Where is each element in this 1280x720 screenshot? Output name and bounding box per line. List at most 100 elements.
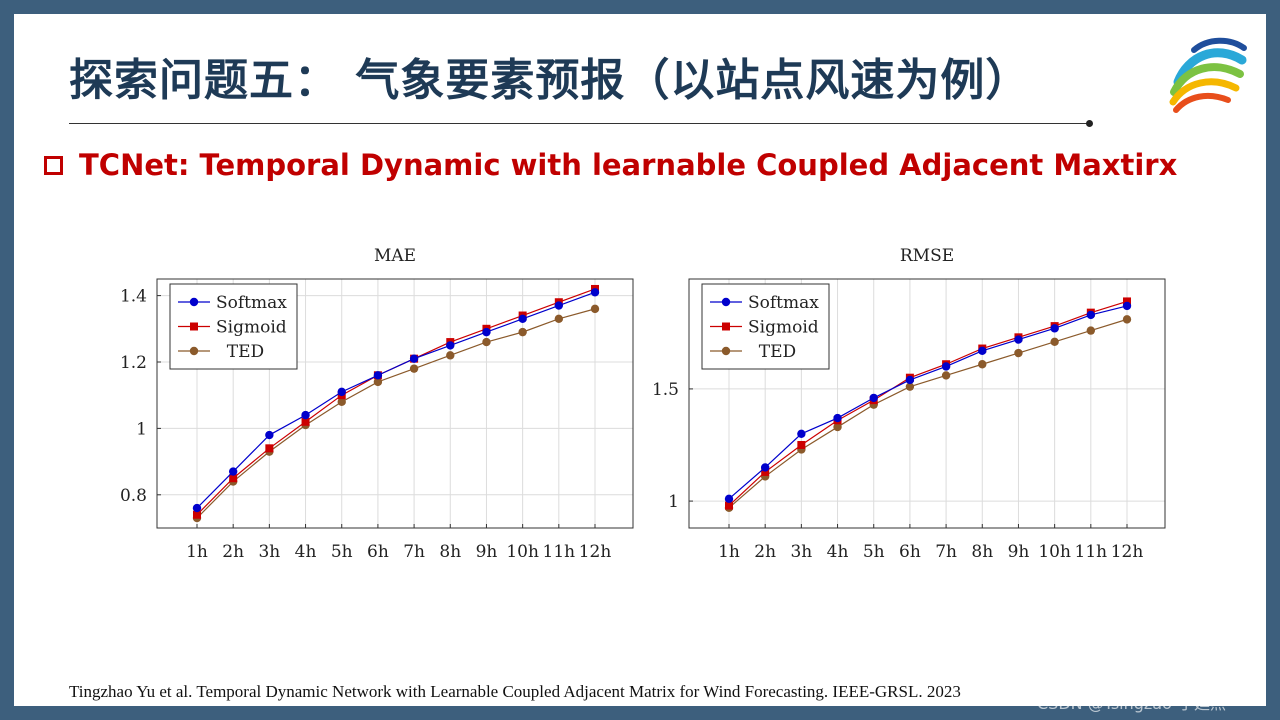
legend-marker-softmax [721,297,731,307]
x-tick-label: 2h [222,542,244,562]
data-point-softmax [409,354,419,363]
data-point-sigmoid [265,444,274,453]
chart-title: MAE [374,246,416,266]
data-point-softmax [941,362,951,371]
data-point-softmax [797,429,806,438]
x-tick-label: 4h [295,542,317,562]
data-point-softmax [1014,335,1023,344]
mae-svg: MAE 1h 2h 3h 4h 5h 6h 7h 8h 9h 10h 11h 12h 0.8 1 1.2 1.4… [120,246,634,562]
data-point-softmax [724,494,734,504]
x-tick-label: 9h [476,542,498,562]
x-tick-label: 12h [1111,542,1144,562]
title-divider [69,123,1089,124]
data-point-softmax [833,413,842,423]
data-point-sigmoid [725,501,733,510]
data-point-sigmoid [229,474,238,483]
legend-label-ted: TED [748,342,796,362]
x-tick-label: 5h [331,542,353,562]
data-point-softmax [905,375,915,385]
series-line-ted [196,308,596,519]
x-tick-label: 6h [367,542,389,562]
legend-label-softmax: Softmax [216,293,287,313]
x-tick-label: 8h [971,542,993,562]
rmse-svg: RMSE 1h 2h 3h 4h 5h 6h 7h 8h 9h 10h 11h 12h 1 1.5 Softm… [652,246,1166,562]
data-point-softmax [1050,324,1059,333]
watermark: CSDN @Tsingzao-于廷照 [1037,694,1226,713]
x-tick-label: 8h [439,542,461,562]
data-point-ted [1086,326,1096,335]
data-point-softmax [590,288,600,297]
x-tick-label: 6h [899,542,921,562]
legend-label-sigmoid: Sigmoid [216,318,287,338]
x-tick-label: 9h [1008,542,1030,562]
y-tick-label: 1.2 [120,353,147,373]
data-point-ted [978,360,987,369]
data-point-ted [446,351,455,360]
series-line-ted [728,318,1128,509]
data-point-ted [590,304,600,314]
legend-label-softmax: Softmax [748,293,819,313]
rmse-chart: RMSE 1h 2h 3h 4h 5h 6h 7h 8h 9h 10h 11h 12h 1 1.5 Softm… [636,236,1166,571]
y-tick-label: 0.8 [120,486,147,506]
data-point-softmax [978,346,987,355]
data-point-softmax [1086,310,1096,320]
legend-marker-ted [189,346,199,356]
x-tick-label: 5h [863,542,885,562]
subtitle-text: TCNet: Temporal Dynamic with learnable C… [79,148,1178,182]
data-point-sigmoid [1123,297,1131,306]
data-point-softmax [554,301,564,310]
data-point-ted [482,337,491,347]
data-point-sigmoid [301,417,310,426]
series-line-sigmoid [728,300,1128,507]
slide: 探索问题五： 气象要素预报（以站点风速为例） TCNet: Temporal D… [14,14,1266,706]
colorful-arc-logo-icon [1164,30,1250,114]
mae-chart: MAE 1h 2h 3h 4h 5h 6h 7h 8h 9h 10h 11h 12h 0.8 1 1.2 1.4… [104,236,634,571]
series-ted [724,315,1132,513]
legend-marker-softmax [189,297,199,307]
y-tick-label: 1 [136,419,147,439]
data-point-softmax [337,387,346,397]
legend: Softmax Sigmoid TED [169,283,298,370]
legend-label-ted: TED [216,342,264,362]
data-point-ted [905,382,915,391]
x-tick-label: 10h [1038,542,1071,562]
x-tick-label: 3h [790,542,812,562]
data-point-sigmoid [797,441,806,449]
data-point-softmax [760,463,770,472]
legend: Softmax Sigmoid TED [701,283,830,370]
data-point-softmax [518,314,527,324]
data-point-ted [1122,315,1132,324]
data-point-ted [337,397,346,407]
legend-label-sigmoid: Sigmoid [748,318,819,338]
data-point-softmax [228,467,238,476]
series-softmax [192,288,600,513]
x-tick-label: 12h [579,542,612,562]
data-point-ted [941,371,951,380]
data-point-ted [833,422,842,432]
data-point-sigmoid [761,467,770,476]
chart-title: RMSE [900,246,954,266]
data-point-ted [409,364,419,373]
plot-frame [688,278,1166,529]
slide-title: 探索问题五： 气象要素预报（以站点风速为例） [69,55,1031,106]
x-tick-label: 1h [718,542,740,562]
x-tick-label: 7h [935,542,957,562]
data-point-ted [518,327,527,337]
x-tick-label: 10h [506,542,539,562]
data-point-ted [1050,337,1059,347]
data-point-softmax [373,371,383,380]
y-tick-label: 1.4 [120,287,147,307]
legend-marker-sigmoid [190,322,198,331]
y-tick-label: 1 [668,492,679,512]
data-point-ted [1014,348,1023,358]
legend-marker-sigmoid [722,322,730,331]
citation: Tingzhao Yu et al. Temporal Dynamic Netw… [69,682,961,701]
data-point-sigmoid [193,510,201,519]
data-point-ted [554,314,564,324]
series-softmax [724,301,1132,504]
data-point-softmax [301,410,310,420]
x-tick-label: 3h [258,542,280,562]
x-tick-label: 2h [754,542,776,562]
plot-frame [156,278,634,529]
data-point-softmax [265,430,274,440]
